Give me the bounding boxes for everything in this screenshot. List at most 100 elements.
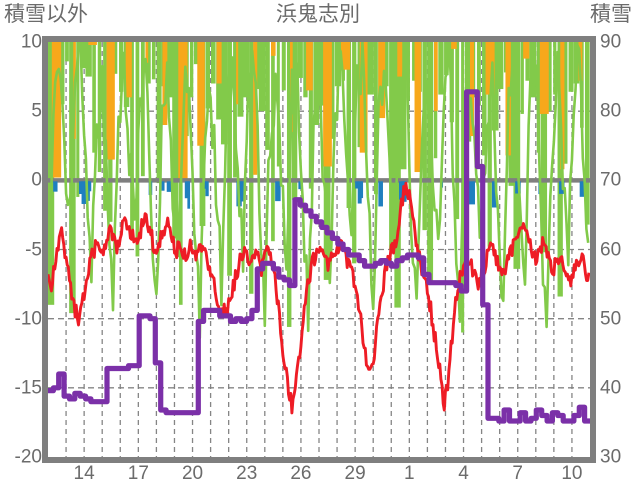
green-bar (85, 42, 92, 77)
green-bar (563, 42, 568, 164)
purple-line-series (48, 89, 590, 424)
green-bar (330, 42, 335, 139)
green-bar (210, 42, 216, 84)
x-tick-label: 23 (236, 463, 258, 484)
y-tick-label: -20 (14, 446, 42, 468)
green-bar (265, 42, 270, 150)
right-axis-title: 積雪 (590, 3, 632, 26)
green-bar (346, 42, 352, 208)
orange-bar (253, 42, 258, 175)
green-bar (119, 42, 124, 92)
green-bar (140, 42, 145, 177)
orange-bar (51, 42, 62, 178)
orange-bar (485, 42, 495, 95)
orange-bar (523, 42, 530, 59)
orange-bar (340, 42, 351, 70)
orange-bar (271, 42, 276, 56)
green-bar (227, 42, 232, 276)
x-tick-label: 14 (73, 463, 95, 484)
blue-tick-marker (187, 181, 191, 209)
green-bar (220, 42, 228, 145)
green-bar (237, 42, 244, 117)
orange-bar (216, 42, 222, 84)
x-tick-label: 20 (181, 463, 204, 484)
blue-tick-marker (468, 181, 475, 205)
green-bar (412, 42, 416, 81)
green-bar (130, 42, 134, 233)
orange-bar (451, 42, 457, 49)
green-bar (308, 42, 313, 189)
y-tick-label-right: 90 (600, 31, 622, 53)
y-tick-label-right: 30 (600, 446, 622, 468)
blue-tick-marker (579, 181, 585, 197)
blue-tick-marker (355, 181, 359, 189)
green-bar (491, 42, 499, 131)
orange-bar (434, 42, 438, 112)
orange-bar (88, 42, 97, 45)
green-bar (205, 42, 210, 109)
green-bar (291, 42, 298, 200)
green-bar (455, 42, 460, 220)
green-bar (497, 42, 504, 90)
green-bar (399, 42, 407, 170)
y-tick-label: -15 (14, 377, 42, 399)
y-tick-label: 5 (31, 100, 42, 122)
green-bar (427, 42, 434, 285)
y-tick-label: 0 (31, 169, 42, 191)
green-bar (438, 42, 444, 95)
x-tick-label: 10 (561, 463, 583, 484)
green-bar (249, 42, 254, 294)
green-bar (482, 42, 487, 156)
green-bar (529, 42, 537, 98)
y-tick-label-right: 70 (600, 169, 622, 191)
blue-tick-marker (205, 181, 209, 197)
green-bar (422, 42, 427, 231)
blue-tick-marker (275, 181, 281, 202)
green-bar (318, 42, 325, 106)
orange-bar (397, 42, 403, 77)
y-tick-label-right: 50 (600, 308, 622, 330)
blue-tick-marker (184, 181, 190, 199)
left-axis-title: 積雪以外 (4, 3, 88, 26)
x-tick-label: 1 (404, 463, 415, 484)
blue-tick-marker (53, 181, 58, 192)
blue-tick-marker (491, 181, 498, 208)
orange-bar (560, 42, 565, 170)
blue-tick-marker (166, 181, 172, 192)
x-tick-label: 4 (458, 463, 469, 484)
green-bar (520, 42, 524, 114)
orange-bar (125, 42, 132, 98)
blue-tick-marker (298, 181, 302, 190)
orange-bar (106, 42, 115, 160)
orange-bar (145, 42, 149, 63)
green-bar (373, 42, 378, 195)
y-tick-label: 10 (20, 31, 42, 53)
green-line-series (48, 42, 590, 340)
green-bar (476, 42, 481, 106)
orange-bar (378, 42, 386, 119)
y-tick-label-right: 40 (600, 377, 622, 399)
green-bar (547, 42, 552, 112)
green-bar (553, 42, 557, 95)
orange-bar (162, 42, 168, 125)
green-bar (557, 42, 563, 297)
x-tick-label: 17 (127, 463, 149, 484)
blue-tick-marker (78, 181, 83, 194)
green-bar (145, 42, 151, 84)
orange-bar (470, 42, 475, 137)
green-bar (281, 42, 286, 91)
blue-tick-marker (378, 181, 383, 207)
purple-line (48, 89, 590, 424)
blue-tick-marker (360, 181, 364, 199)
red-line-series (48, 181, 590, 415)
green-bar (258, 42, 266, 112)
green-bar (525, 42, 530, 81)
orange-bar (236, 42, 239, 105)
green-bar (193, 42, 201, 65)
chart-title: 浜鬼志別 (276, 3, 360, 26)
green-bar (76, 42, 80, 197)
x-tick-label: 7 (512, 463, 524, 484)
green-bar (584, 42, 590, 225)
orange-bar (197, 42, 205, 146)
green-bar (389, 42, 396, 250)
